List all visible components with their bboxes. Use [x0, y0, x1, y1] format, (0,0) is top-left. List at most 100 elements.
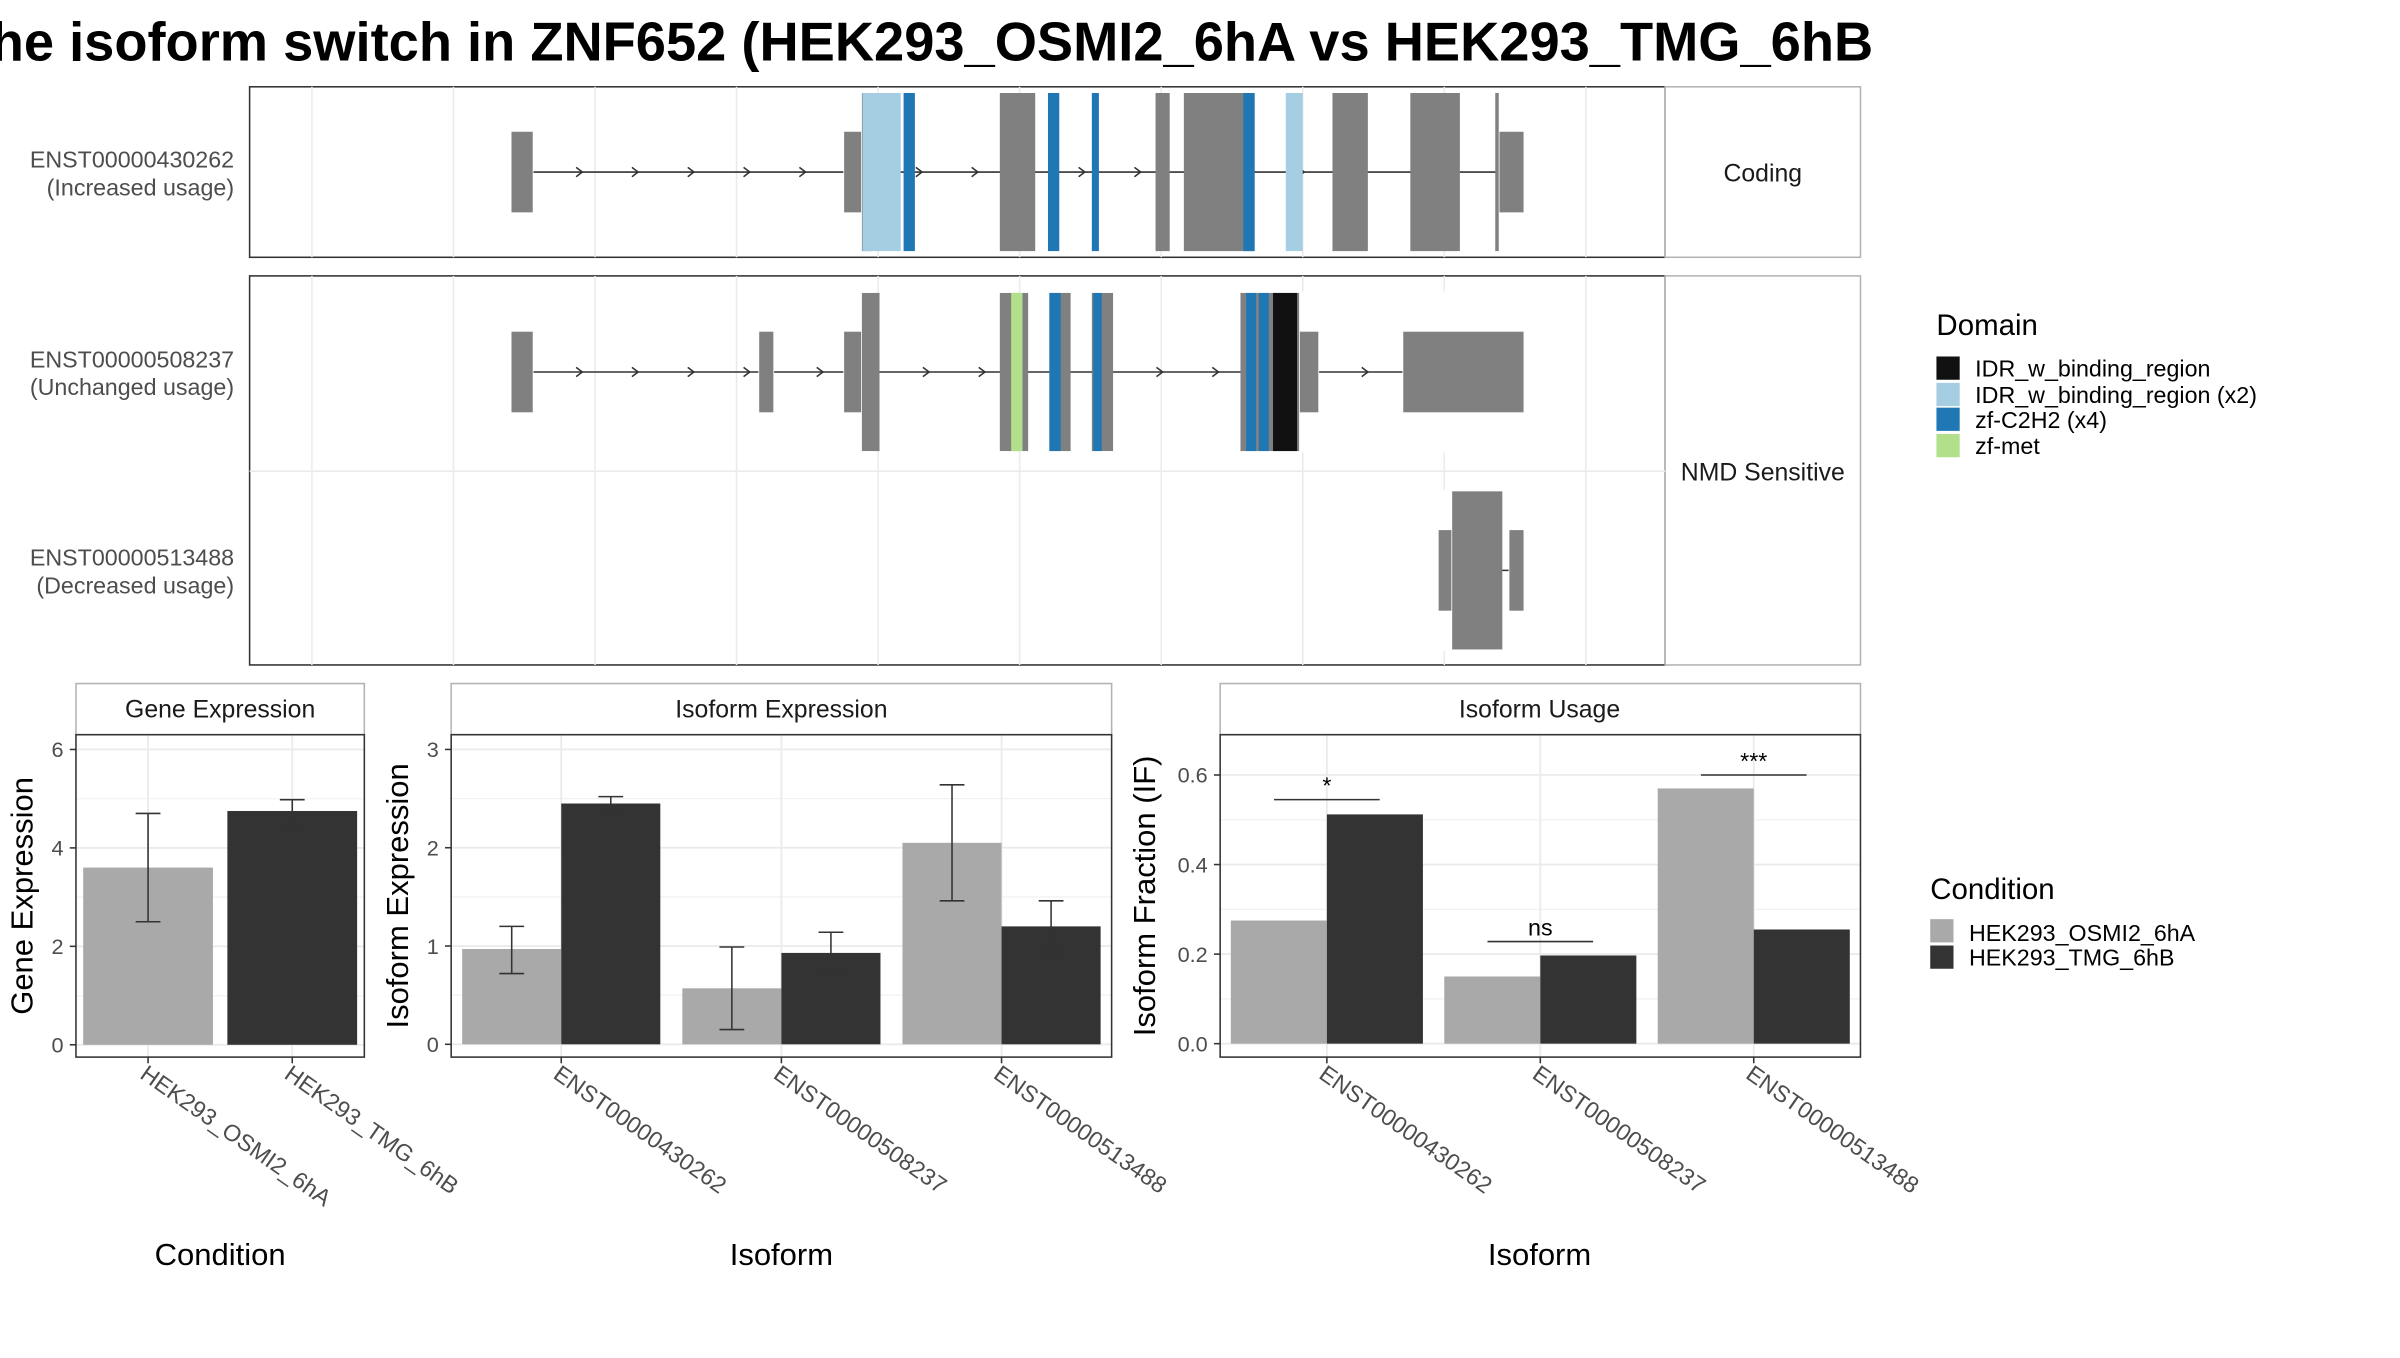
exon-utr: [844, 131, 862, 213]
gene-expression-strip: [75, 682, 366, 736]
legend-label-condition-a: HEK293_OSMI2_6hA: [1969, 920, 2196, 946]
transcript-usage-label: (Decreased usage): [36, 573, 234, 599]
exon-utr: [844, 331, 862, 413]
transcript-structure-panel: Coding NMD Sensitive ENST00000430262 (In…: [30, 86, 1862, 666]
coding-strip: [1664, 86, 1862, 259]
condition-legend-title: Condition: [1930, 873, 2054, 906]
significance-label: ***: [1740, 748, 1767, 774]
y-tick-label: 1: [427, 934, 439, 959]
intron-arrow: [687, 366, 696, 378]
y-tick-label: 6: [52, 737, 64, 762]
y-tick-label: 0.4: [1178, 852, 1208, 877]
domain-zf-c2h2-x4: [1047, 93, 1060, 252]
exon-utr: [511, 131, 533, 213]
domain-zf-c2h2-x4: [1258, 292, 1269, 452]
domain-idr-w-binding-region-x2: [862, 93, 901, 252]
legend-label-zf-met: zf-met: [1975, 433, 2040, 459]
intron-arrow: [1211, 366, 1220, 378]
domain-legend: Domain IDR_w_binding_region IDR_w_bindin…: [1936, 309, 2257, 459]
legend-key-idr-binding: [1936, 356, 1960, 380]
bar: [1540, 955, 1637, 1044]
x-tick-label: ENST00000430262: [549, 1060, 731, 1198]
exon-cds: [1155, 93, 1170, 252]
legend-label-idr-binding-x2: IDR_w_binding_region (x2): [1975, 382, 2257, 408]
intron-arrow: [915, 166, 924, 178]
intron-arrow: [743, 366, 752, 378]
domain-zf-c2h2-x4: [1093, 292, 1102, 452]
significance-label: ns: [1528, 914, 1553, 940]
bar: [561, 803, 661, 1045]
condition-legend: Condition HEK293_OSMI2_6hA HEK293_TMG_6h…: [1930, 873, 2196, 971]
y-tick-label: 0: [52, 1033, 64, 1058]
intron-arrow: [798, 166, 807, 178]
y-tick-label: 3: [427, 737, 439, 762]
nmd-strip-label: NMD Sensitive: [1681, 460, 1845, 487]
y-tick-label: 0.6: [1178, 763, 1208, 788]
figure-title: he isoform switch in ZNF652 (HEK293_OSMI…: [0, 12, 1873, 72]
domain-zf-c2h2-x4: [1243, 93, 1255, 252]
intron-arrow: [631, 366, 640, 378]
intron-arrow: [1156, 366, 1164, 378]
domain-zf-c2h2-x4: [1246, 292, 1257, 452]
domain-zf-c2h2-x4: [1049, 292, 1061, 452]
isoform-usage-strip-title: Isoform Usage: [1459, 697, 1620, 724]
intron-arrow: [575, 366, 584, 378]
legend-label-condition-b: HEK293_TMG_6hB: [1969, 945, 2175, 971]
x-tick-label: ENST00000508237: [1528, 1060, 1710, 1198]
significance-label: *: [1322, 772, 1331, 798]
gene-expression-ylabel: Gene Expression: [5, 777, 40, 1015]
isoform-expression-strip: [450, 682, 1113, 736]
exon-utr: [759, 331, 774, 413]
exon-utr: [1499, 131, 1524, 213]
bar: [1444, 976, 1541, 1044]
legend-key-condition-b: [1930, 945, 1954, 969]
nmd-strip: [1664, 275, 1862, 666]
panel-frame: [75, 733, 366, 1058]
exon-cds: [1183, 93, 1255, 252]
transcript-id-label: ENST00000508237: [30, 346, 234, 372]
y-tick-label: 0: [427, 1032, 439, 1057]
legend-key-idr-binding-x2: [1936, 382, 1960, 407]
y-tick-label: 2: [427, 835, 439, 860]
domain-idr-w-binding-region: [1273, 292, 1298, 452]
legend-key-zf-c2h2: [1936, 407, 1960, 431]
legend-label-zf-c2h2: zf-C2H2 (x4): [1975, 407, 2107, 433]
domain-legend-title: Domain: [1936, 309, 2037, 342]
coding-strip-label: Coding: [1723, 160, 1802, 187]
x-tick-label: ENST00000430262: [1315, 1060, 1497, 1198]
legend-key-condition-a: [1930, 919, 1954, 943]
intron-arrow: [1078, 166, 1087, 178]
x-tick-label: ENST00000513488: [989, 1060, 1171, 1198]
intron-arrow: [687, 166, 696, 178]
domain-zf-c2h2-x4: [1091, 93, 1099, 252]
domain-idr-w-binding-region-x2: [1285, 93, 1303, 252]
exon-utr: [1299, 331, 1319, 413]
isoform-expression-ylabel: Isoform Expression: [380, 763, 415, 1028]
isoform-expression-panel: Isoform Expression Isoform Isoform Expre…: [380, 682, 1172, 1272]
domain-zf-c2h2-x4: [903, 93, 915, 252]
legend-label-idr-binding: IDR_w_binding_region: [1975, 356, 2210, 382]
transcript-usage-label: (Increased usage): [47, 174, 234, 200]
exon-cds: [1332, 93, 1368, 252]
intron-arrow: [971, 166, 980, 178]
isoform-usage-ylabel: Isoform Fraction (IF): [1127, 756, 1162, 1037]
x-tick-label: ENST00000513488: [1742, 1060, 1924, 1198]
isoform-usage-xlabel: Isoform: [1488, 1237, 1591, 1272]
bar: [1657, 788, 1754, 1044]
legend-key-zf-met: [1936, 434, 1960, 458]
intron-arrow: [978, 366, 987, 378]
intron-arrow: [631, 166, 640, 178]
bar: [1326, 814, 1423, 1044]
y-tick-label: 0.0: [1178, 1031, 1208, 1056]
bar: [1230, 920, 1327, 1044]
transcript-usage-label: (Unchanged usage): [30, 374, 234, 400]
y-tick-label: 4: [52, 836, 64, 861]
isoform-expression-xlabel: Isoform: [730, 1237, 833, 1272]
intron-arrow: [1133, 166, 1142, 178]
transcript-id-label: ENST00000513488: [30, 545, 234, 571]
bar: [227, 810, 358, 1045]
x-tick-label: ENST00000508237: [769, 1060, 951, 1198]
isoform-usage-strip: [1219, 682, 1862, 736]
